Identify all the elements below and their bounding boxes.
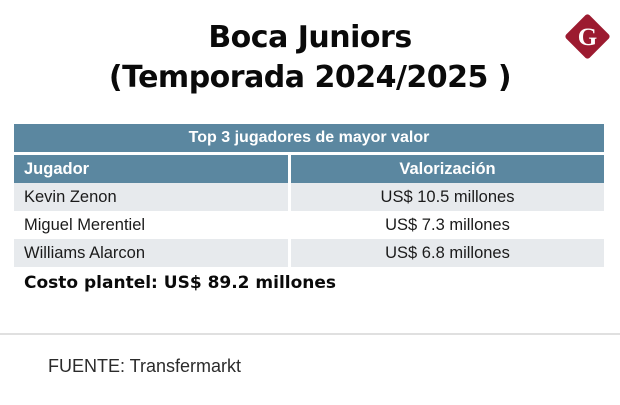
- table-row: Miguel Merentiel US$ 7.3 millones: [14, 211, 604, 239]
- players-table: Top 3 jugadores de mayor valor Jugador V…: [14, 124, 604, 267]
- gestion-logo-icon: G: [564, 13, 611, 60]
- table-title: Top 3 jugadores de mayor valor: [14, 124, 604, 152]
- table-row: Williams Alarcon US$ 6.8 millones: [14, 239, 604, 267]
- player-value: US$ 10.5 millones: [291, 183, 604, 211]
- table-column-headers: Jugador Valorización: [14, 155, 604, 183]
- column-header-valorizacion: Valorización: [291, 155, 604, 183]
- table-row: Kevin Zenon US$ 10.5 millones: [14, 183, 604, 211]
- player-name: Williams Alarcon: [14, 239, 291, 267]
- source-credit: FUENTE: Transfermarkt: [48, 356, 242, 376]
- title-line-2: (Temporada 2024/2025 ): [108, 60, 512, 95]
- logo-letter: G: [577, 23, 598, 51]
- page-title: Boca Juniors (Temporada 2024/2025 ): [0, 18, 620, 98]
- footer-divider: [0, 333, 620, 335]
- player-value: US$ 6.8 millones: [291, 239, 604, 267]
- player-value: US$ 7.3 millones: [291, 211, 604, 239]
- squad-cost-summary: Costo plantel: US$ 89.2 millones: [24, 273, 337, 293]
- player-name: Miguel Merentiel: [14, 211, 291, 239]
- player-name: Kevin Zenon: [14, 183, 291, 211]
- title-line-1: Boca Juniors: [208, 20, 412, 55]
- column-header-jugador: Jugador: [14, 155, 291, 183]
